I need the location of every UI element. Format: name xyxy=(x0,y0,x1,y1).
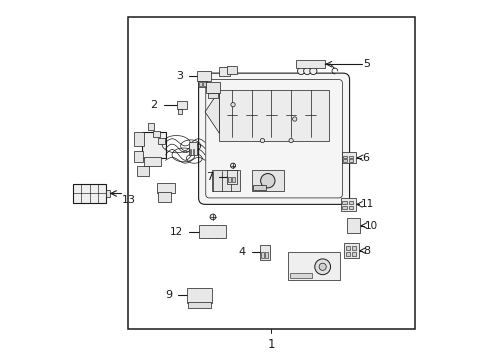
Circle shape xyxy=(288,138,293,143)
Bar xyxy=(206,82,219,93)
Bar xyxy=(341,152,356,163)
Ellipse shape xyxy=(230,163,235,168)
Bar xyxy=(188,142,196,155)
Text: 7: 7 xyxy=(206,172,213,182)
Bar xyxy=(287,252,339,280)
Bar xyxy=(227,177,230,182)
Circle shape xyxy=(292,117,296,121)
Text: 1: 1 xyxy=(267,338,275,351)
Bar xyxy=(342,201,346,204)
Text: 11: 11 xyxy=(360,199,373,210)
Text: 13: 13 xyxy=(122,195,136,205)
Bar xyxy=(351,252,356,256)
Bar xyxy=(137,166,149,176)
Polygon shape xyxy=(204,90,219,134)
Bar xyxy=(340,198,355,211)
Bar xyxy=(351,246,356,250)
Bar xyxy=(232,177,235,182)
Bar xyxy=(187,288,212,303)
Bar xyxy=(134,151,142,162)
Text: 12: 12 xyxy=(170,227,183,237)
Bar xyxy=(158,192,171,202)
Bar xyxy=(197,71,210,81)
Circle shape xyxy=(309,67,316,75)
Bar xyxy=(178,109,182,114)
Bar xyxy=(144,157,161,166)
Bar xyxy=(147,123,154,130)
Bar xyxy=(203,82,206,86)
Circle shape xyxy=(314,259,330,275)
Text: 8: 8 xyxy=(363,246,370,256)
Bar xyxy=(251,170,284,192)
Bar xyxy=(253,185,265,190)
Text: 2: 2 xyxy=(149,100,157,110)
Bar xyxy=(346,218,360,233)
Bar xyxy=(189,149,191,154)
Bar xyxy=(198,81,207,87)
Bar xyxy=(290,273,311,278)
Text: 6: 6 xyxy=(362,153,368,163)
Text: 10: 10 xyxy=(364,221,377,230)
Circle shape xyxy=(351,224,355,228)
Bar xyxy=(348,156,352,158)
Bar xyxy=(226,170,237,184)
Circle shape xyxy=(230,103,235,107)
Bar xyxy=(188,302,211,308)
Circle shape xyxy=(260,174,274,188)
Bar xyxy=(219,90,328,140)
Bar xyxy=(348,201,352,204)
Bar xyxy=(343,243,358,258)
Bar xyxy=(199,82,202,86)
Text: 5: 5 xyxy=(363,59,370,69)
Bar xyxy=(218,67,230,76)
Bar xyxy=(158,138,164,144)
Bar xyxy=(226,66,237,74)
Bar xyxy=(343,159,346,162)
Bar xyxy=(348,159,352,162)
Bar xyxy=(296,60,325,68)
Bar xyxy=(265,252,267,258)
Text: 3: 3 xyxy=(176,71,183,81)
Bar xyxy=(128,17,414,329)
Bar xyxy=(73,184,106,203)
Circle shape xyxy=(319,263,325,270)
Bar xyxy=(106,189,109,197)
Ellipse shape xyxy=(210,214,215,220)
Bar xyxy=(192,149,194,154)
Text: 4: 4 xyxy=(238,247,245,257)
Bar xyxy=(134,132,144,146)
Bar xyxy=(177,101,187,109)
Bar xyxy=(142,132,165,158)
Bar xyxy=(342,206,346,210)
Bar xyxy=(211,170,240,192)
Bar xyxy=(153,131,159,137)
Bar xyxy=(207,93,217,98)
Bar xyxy=(261,252,264,258)
Bar xyxy=(199,225,226,238)
FancyBboxPatch shape xyxy=(198,73,349,204)
Circle shape xyxy=(260,138,264,143)
Text: 9: 9 xyxy=(165,291,172,301)
Bar xyxy=(345,246,349,250)
Circle shape xyxy=(297,67,304,75)
Bar xyxy=(259,244,270,260)
Bar xyxy=(348,206,352,210)
Circle shape xyxy=(348,221,358,230)
Bar xyxy=(343,156,346,158)
Circle shape xyxy=(303,67,310,75)
Bar xyxy=(345,252,349,256)
Bar xyxy=(156,183,174,193)
